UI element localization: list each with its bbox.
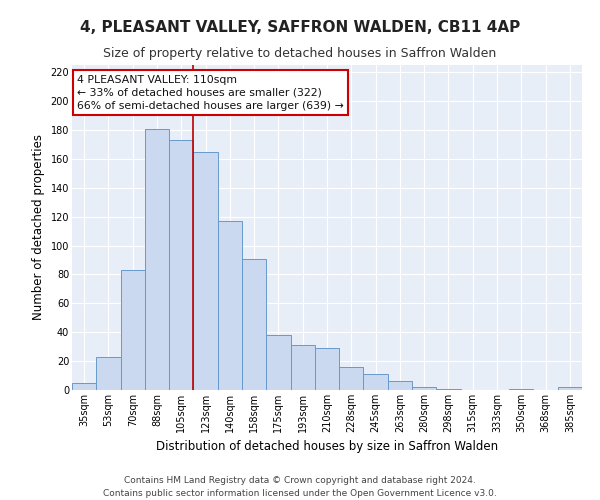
Bar — [145, 128, 169, 390]
Text: Contains HM Land Registry data © Crown copyright and database right 2024.
Contai: Contains HM Land Registry data © Crown c… — [103, 476, 497, 498]
Bar — [339, 367, 364, 390]
Bar — [121, 270, 145, 390]
Bar — [290, 345, 315, 390]
Bar — [72, 383, 96, 390]
Bar — [242, 258, 266, 390]
Text: 4 PLEASANT VALLEY: 110sqm
← 33% of detached houses are smaller (322)
66% of semi: 4 PLEASANT VALLEY: 110sqm ← 33% of detac… — [77, 74, 344, 111]
Text: Size of property relative to detached houses in Saffron Walden: Size of property relative to detached ho… — [103, 48, 497, 60]
Y-axis label: Number of detached properties: Number of detached properties — [32, 134, 45, 320]
Bar — [169, 140, 193, 390]
Bar — [388, 382, 412, 390]
X-axis label: Distribution of detached houses by size in Saffron Walden: Distribution of detached houses by size … — [156, 440, 498, 454]
Bar — [558, 387, 582, 390]
Text: 4, PLEASANT VALLEY, SAFFRON WALDEN, CB11 4AP: 4, PLEASANT VALLEY, SAFFRON WALDEN, CB11… — [80, 20, 520, 35]
Bar — [364, 374, 388, 390]
Bar — [509, 388, 533, 390]
Bar — [412, 387, 436, 390]
Bar — [315, 348, 339, 390]
Bar — [193, 152, 218, 390]
Bar — [218, 221, 242, 390]
Bar — [96, 357, 121, 390]
Bar — [436, 388, 461, 390]
Bar — [266, 335, 290, 390]
